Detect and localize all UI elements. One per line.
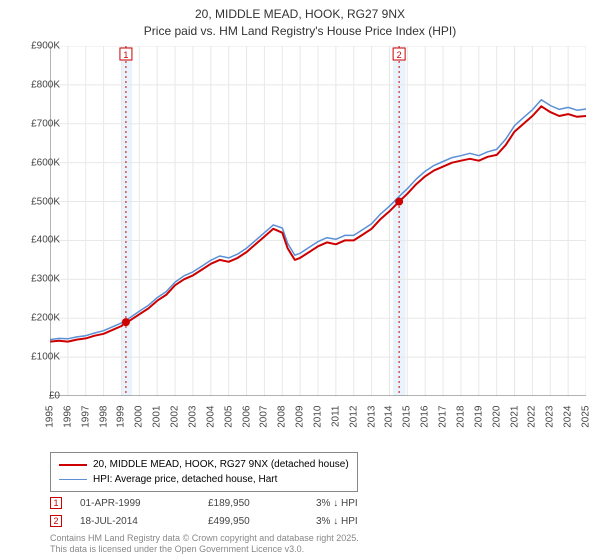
event-date-2: 18-JUL-2014 <box>80 516 190 527</box>
event-price-1: £189,950 <box>208 498 298 509</box>
svg-text:1: 1 <box>123 50 128 60</box>
event-marker-2: 2 <box>50 515 62 527</box>
legend-label-hpi: HPI: Average price, detached house, Hart <box>93 472 277 487</box>
footer-line-1: Contains HM Land Registry data © Crown c… <box>50 533 359 545</box>
legend-label-price-paid: 20, MIDDLE MEAD, HOOK, RG27 9NX (detache… <box>93 457 349 472</box>
svg-text:2: 2 <box>397 50 402 60</box>
event-row-2: 2 18-JUL-2014 £499,950 3% ↓ HPI <box>50 512 396 530</box>
legend-row-price-paid: 20, MIDDLE MEAD, HOOK, RG27 9NX (detache… <box>59 457 349 472</box>
title-line-2: Price paid vs. HM Land Registry's House … <box>0 23 600 40</box>
chart-area: 12 <box>50 46 586 416</box>
event-date-1: 01-APR-1999 <box>80 498 190 509</box>
legend-swatch-hpi <box>59 479 87 480</box>
legend-swatch-price-paid <box>59 464 87 466</box>
title-block: 20, MIDDLE MEAD, HOOK, RG27 9NX Price pa… <box>0 0 600 40</box>
event-diff-1: 3% ↓ HPI <box>316 498 396 509</box>
event-row-1: 1 01-APR-1999 £189,950 3% ↓ HPI <box>50 494 396 512</box>
event-marker-1: 1 <box>50 497 62 509</box>
chart-svg: 12 <box>50 46 586 396</box>
legend-box: 20, MIDDLE MEAD, HOOK, RG27 9NX (detache… <box>50 452 358 492</box>
footer-attribution: Contains HM Land Registry data © Crown c… <box>50 533 359 556</box>
legend-row-hpi: HPI: Average price, detached house, Hart <box>59 472 349 487</box>
chart-container: 20, MIDDLE MEAD, HOOK, RG27 9NX Price pa… <box>0 0 600 560</box>
event-price-2: £499,950 <box>208 516 298 527</box>
title-line-1: 20, MIDDLE MEAD, HOOK, RG27 9NX <box>0 6 600 23</box>
event-diff-2: 3% ↓ HPI <box>316 516 396 527</box>
footer-line-2: This data is licensed under the Open Gov… <box>50 544 359 556</box>
events-block: 1 01-APR-1999 £189,950 3% ↓ HPI 2 18-JUL… <box>50 494 396 530</box>
